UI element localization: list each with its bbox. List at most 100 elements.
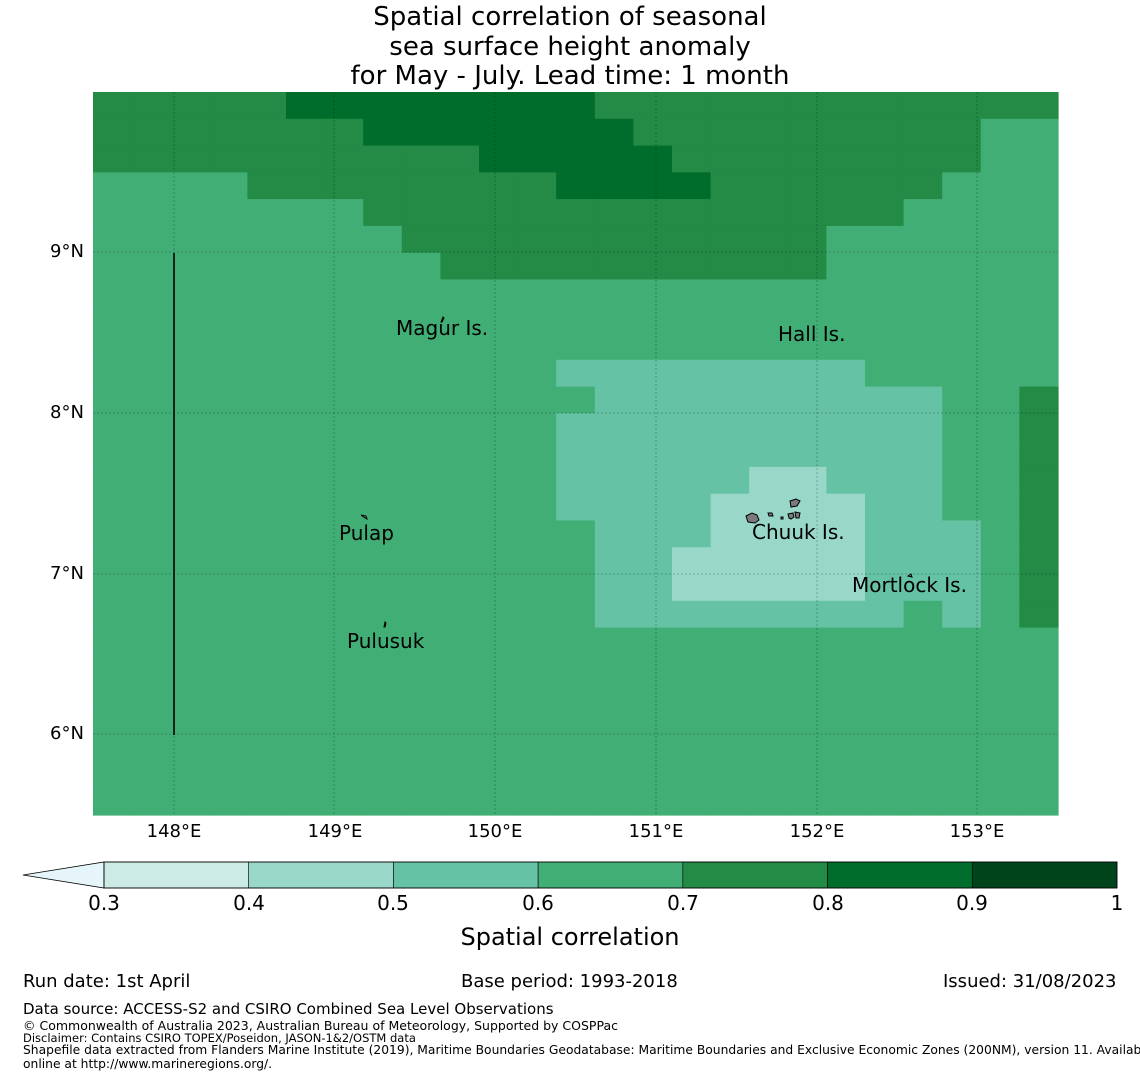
map-cell bbox=[479, 707, 519, 736]
map-cell bbox=[479, 145, 519, 173]
map-cell bbox=[710, 707, 750, 736]
chuuk-island-shape bbox=[745, 512, 760, 524]
map-cell bbox=[903, 761, 943, 789]
map-cell bbox=[787, 225, 827, 254]
map-cell bbox=[865, 681, 905, 709]
map-cell bbox=[131, 681, 171, 709]
map-cell bbox=[865, 92, 905, 120]
map-cell bbox=[440, 520, 480, 548]
map-cell bbox=[286, 279, 326, 307]
map-cell bbox=[170, 547, 210, 575]
map-cell bbox=[324, 466, 364, 495]
map-cell bbox=[556, 199, 596, 227]
map-cell bbox=[286, 92, 326, 120]
map-cell bbox=[556, 654, 596, 682]
chuuk-island-shape bbox=[787, 512, 795, 520]
map-cell bbox=[1019, 306, 1059, 334]
map-cell bbox=[865, 466, 905, 495]
map-cell bbox=[710, 627, 750, 655]
map-cell bbox=[324, 199, 364, 227]
map-cell bbox=[208, 252, 248, 281]
map-cell bbox=[980, 681, 1020, 709]
map-cell bbox=[749, 627, 789, 655]
chuuk-island-shape bbox=[794, 511, 801, 519]
map-cell bbox=[363, 466, 403, 495]
map-cell bbox=[1019, 252, 1059, 281]
map-cell bbox=[787, 279, 827, 307]
map-cell bbox=[170, 333, 210, 361]
map-cell bbox=[517, 681, 557, 709]
map-cell bbox=[286, 627, 326, 655]
map-cell bbox=[980, 574, 1020, 602]
map-cell bbox=[903, 520, 943, 548]
map-cell bbox=[401, 333, 441, 361]
map-cell bbox=[826, 172, 866, 200]
map-cell bbox=[517, 279, 557, 307]
map-cell bbox=[594, 199, 634, 227]
map-cell bbox=[594, 627, 634, 655]
map-cell bbox=[556, 440, 596, 468]
map-cell bbox=[93, 466, 133, 495]
map-cell bbox=[826, 225, 866, 254]
colorbar-tick-label: 0.3 bbox=[88, 891, 120, 915]
colorbar-label: Spatial correlation bbox=[460, 923, 680, 951]
map-cell bbox=[787, 333, 827, 361]
map-cell bbox=[93, 92, 133, 120]
map-cell bbox=[710, 466, 750, 495]
map-cell bbox=[787, 707, 827, 736]
colorbar-segment bbox=[248, 861, 394, 889]
map-cell bbox=[787, 627, 827, 655]
map-cell bbox=[826, 627, 866, 655]
map-cell bbox=[401, 681, 441, 709]
map-cell bbox=[865, 520, 905, 548]
map-cell bbox=[826, 707, 866, 736]
map-cell bbox=[865, 600, 905, 629]
lon-label: 148°E bbox=[146, 821, 202, 842]
map-cell bbox=[479, 574, 519, 602]
map-cell bbox=[324, 306, 364, 334]
map-cell bbox=[710, 359, 750, 388]
map-cell bbox=[980, 225, 1020, 254]
map-cell bbox=[286, 681, 326, 709]
map-cell bbox=[672, 225, 712, 254]
map-cell bbox=[208, 788, 248, 816]
map-cell bbox=[903, 333, 943, 361]
map-cell bbox=[324, 788, 364, 816]
map-cell bbox=[787, 466, 827, 495]
map-cell bbox=[942, 359, 982, 388]
map-cell bbox=[556, 386, 596, 414]
map-cell bbox=[93, 761, 133, 789]
chuuk-island-shape bbox=[780, 516, 784, 520]
map-cell bbox=[903, 600, 943, 629]
map-cell bbox=[479, 306, 519, 334]
map-cell bbox=[479, 627, 519, 655]
map-cell bbox=[363, 707, 403, 736]
map-cell bbox=[208, 279, 248, 307]
map-cell bbox=[208, 92, 248, 120]
place-label-hall: Hall Is. bbox=[778, 322, 846, 346]
map-cell bbox=[363, 600, 403, 629]
map-cell bbox=[324, 520, 364, 548]
map-cell bbox=[363, 118, 403, 147]
map-cell bbox=[980, 386, 1020, 414]
map-cell bbox=[594, 172, 634, 200]
map-cell bbox=[980, 172, 1020, 200]
map-cell bbox=[247, 225, 287, 254]
map-cell bbox=[131, 627, 171, 655]
map-cell bbox=[1019, 359, 1059, 388]
map-cell bbox=[633, 359, 673, 388]
map-cell bbox=[479, 92, 519, 120]
map-cell bbox=[980, 788, 1020, 816]
map-cell bbox=[286, 333, 326, 361]
map-cell bbox=[324, 172, 364, 200]
map-cell bbox=[479, 359, 519, 388]
map-cell bbox=[517, 547, 557, 575]
map-cell bbox=[942, 333, 982, 361]
map-cell bbox=[594, 547, 634, 575]
map-cell bbox=[517, 172, 557, 200]
map-cell bbox=[170, 252, 210, 281]
map-cell bbox=[401, 172, 441, 200]
issued-date: Issued: 31/08/2023 bbox=[943, 971, 1117, 992]
map-cell bbox=[903, 547, 943, 575]
map-cell bbox=[556, 279, 596, 307]
